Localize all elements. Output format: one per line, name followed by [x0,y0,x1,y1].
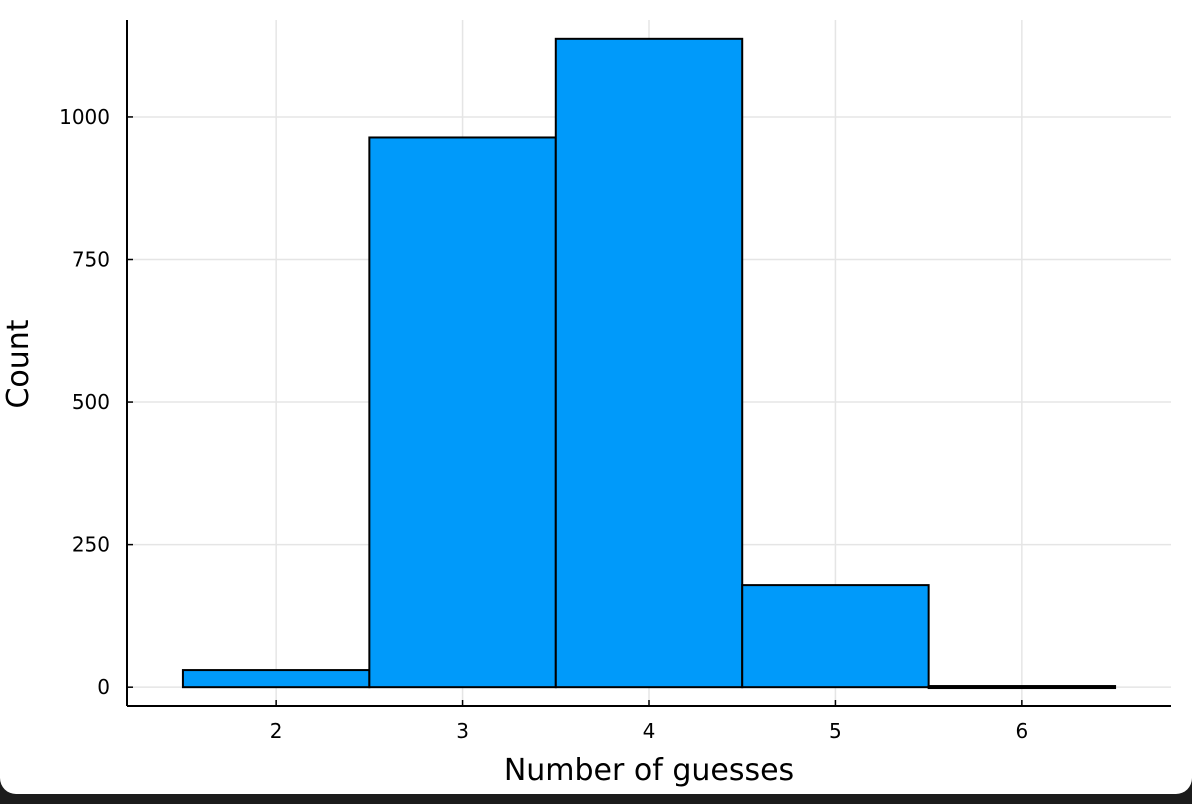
y-axis-title: Count [1,319,36,408]
histogram-bar-5 [927,685,1117,690]
histogram-bars [181,37,1117,690]
axes [126,20,1171,707]
x-tick-label: 4 [643,719,656,743]
x-tick-labels: 2 3 4 5 6 [270,719,1028,743]
histogram-bar-1 [181,669,371,689]
y-tick-label: 500 [72,390,110,414]
histogram-bar-3 [554,37,744,689]
histogram-bar-2 [368,136,557,689]
histogram-bar-4 [741,584,930,689]
y-tick-label: 1000 [59,105,110,129]
x-tick-label: 2 [270,719,283,743]
x-tick-label: 3 [456,719,469,743]
y-tick-label: 250 [72,533,110,557]
y-tick-labels: 0 250 500 750 1000 [59,105,110,699]
y-tick-label: 0 [97,675,110,699]
x-tick-label: 5 [829,719,842,743]
x-axis-title: Number of guesses [504,753,794,788]
y-tick-label: 750 [72,248,110,272]
x-tick-label: 6 [1015,719,1028,743]
